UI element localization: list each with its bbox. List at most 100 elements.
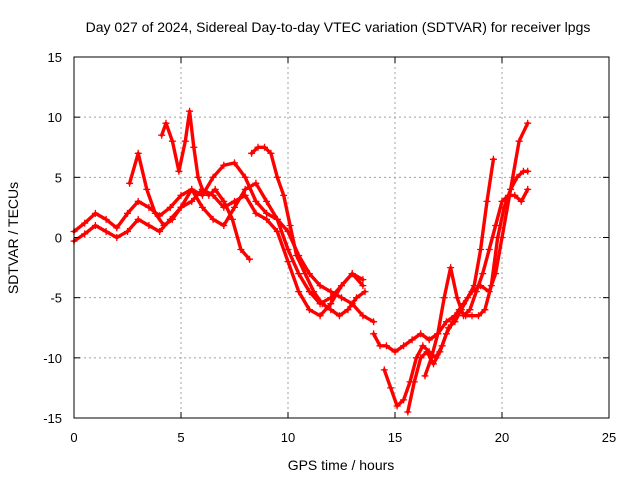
series-track-9: [421, 185, 532, 380]
data-point: [134, 149, 142, 157]
y-tick-labels: -15 -10 -5 0 5 10 15: [43, 50, 62, 426]
data-point: [423, 348, 431, 356]
data-point: [370, 330, 378, 338]
data-point: [273, 215, 281, 223]
x-axis-label: GPS time / hours: [288, 457, 395, 473]
data-point: [442, 330, 450, 338]
y-tick-label: -10: [43, 351, 62, 366]
data-point: [318, 300, 326, 308]
data-point: [220, 222, 228, 229]
chart-title: Day 027 of 2024, Sidereal Day-to-day VTE…: [86, 19, 591, 35]
data-point: [524, 185, 532, 193]
data-point: [400, 342, 408, 350]
series-track-4: [158, 107, 253, 263]
data-point: [102, 215, 110, 223]
data-point: [483, 197, 491, 205]
data-point: [273, 173, 281, 181]
data-point: [327, 288, 335, 296]
data-point: [494, 234, 502, 241]
data-point: [241, 185, 249, 193]
data-point: [417, 354, 425, 362]
data-point: [252, 209, 260, 217]
x-tick-label: 0: [70, 430, 77, 445]
data-point: [254, 143, 262, 151]
axis-ticks: [73, 56, 610, 419]
y-axis-label: SDTVAR / TECUs: [5, 182, 21, 294]
data-point: [400, 396, 408, 404]
data-point: [241, 191, 249, 199]
data-point: [81, 219, 89, 227]
y-tick-label: 5: [55, 170, 62, 185]
data-point: [160, 222, 168, 229]
y-tick-label: -15: [43, 411, 62, 426]
data-point: [286, 222, 294, 229]
data-point: [468, 312, 476, 320]
data-point: [124, 228, 131, 235]
data-point: [177, 191, 185, 199]
y-tick-label: 0: [55, 231, 62, 246]
data-point: [190, 143, 198, 151]
data-point: [145, 203, 153, 211]
series-layer: [70, 107, 532, 416]
data-point: [134, 215, 142, 223]
data-point: [335, 312, 343, 320]
data-point: [175, 167, 183, 175]
series-line: [249, 145, 367, 318]
data-point: [220, 161, 228, 169]
data-point: [252, 179, 260, 187]
data-point: [479, 270, 487, 278]
data-point: [231, 197, 238, 205]
data-point: [145, 222, 153, 229]
x-tick-label: 5: [177, 430, 184, 445]
data-point: [263, 215, 271, 223]
x-tick-labels: 0 5 10 15 20 25: [70, 430, 616, 445]
data-point: [517, 197, 525, 205]
data-point: [209, 173, 217, 181]
series-line: [72, 181, 365, 306]
data-point: [361, 288, 369, 296]
data-point: [241, 173, 249, 181]
data-point: [507, 185, 515, 193]
data-point: [263, 197, 271, 205]
y-tick-label: 10: [48, 110, 62, 125]
data-point: [353, 294, 360, 302]
data-point: [475, 312, 482, 320]
data-point: [246, 255, 253, 263]
data-point: [460, 312, 467, 320]
series-track-5: [248, 143, 369, 320]
data-point: [181, 137, 189, 145]
data-point: [466, 306, 474, 314]
data-point: [231, 159, 238, 167]
data-point: [168, 215, 176, 223]
data-point: [492, 222, 500, 229]
data-point: [237, 246, 245, 253]
data-point: [211, 185, 219, 193]
data-point: [267, 149, 275, 157]
series-track-3: [126, 149, 378, 326]
data-point: [158, 131, 166, 139]
data-point: [344, 306, 352, 314]
data-point: [408, 336, 416, 344]
data-point: [464, 294, 472, 302]
data-point: [410, 378, 418, 386]
data-point: [359, 312, 367, 320]
data-point: [477, 246, 485, 253]
data-point: [188, 185, 196, 193]
data-point: [380, 366, 388, 374]
data-point: [485, 246, 493, 253]
data-point: [498, 197, 506, 205]
data-point: [524, 119, 532, 127]
series-track-2: [70, 185, 367, 320]
data-point: [393, 402, 401, 410]
data-point: [421, 372, 429, 380]
data-point: [81, 230, 89, 238]
data-point: [198, 203, 206, 211]
data-point: [295, 270, 303, 278]
data-point: [316, 282, 324, 290]
data-point: [284, 258, 292, 266]
data-point: [113, 224, 121, 232]
data-point: [359, 276, 367, 284]
data-point: [376, 342, 384, 350]
data-point: [198, 191, 206, 199]
data-point: [166, 203, 174, 211]
